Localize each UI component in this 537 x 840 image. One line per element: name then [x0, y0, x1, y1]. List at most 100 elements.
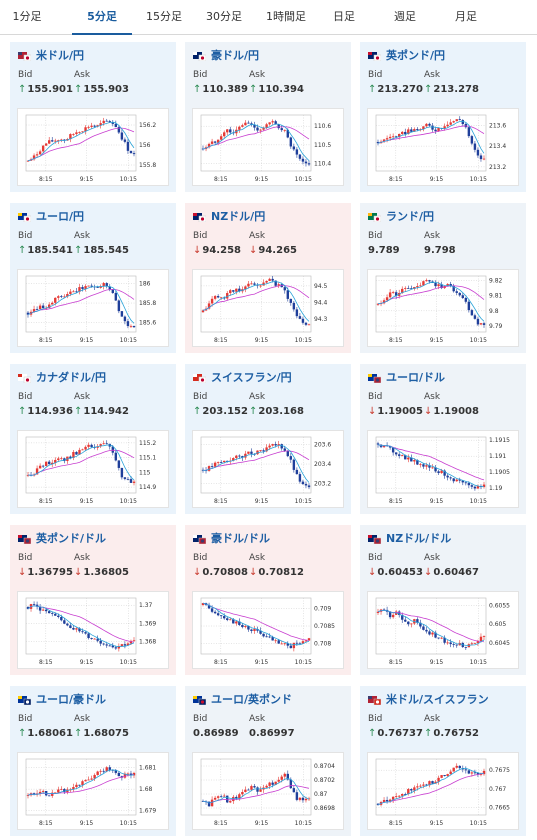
pair-link[interactable]: 英ポンド/円	[368, 48, 445, 62]
candle-body	[117, 460, 121, 468]
candle-body	[54, 140, 57, 142]
candle-body	[382, 139, 386, 142]
tab-7[interactable]: 週足	[394, 10, 416, 23]
y-tick-label: 1.191	[489, 453, 506, 460]
mini-candlestick-chart[interactable]: 156.2 156 155.8 8:15 9:15 10:15	[17, 108, 169, 186]
mini-candlestick-chart[interactable]: 9.82 9.81 9.8 9.79 8:15 9:15 10:15	[367, 269, 519, 347]
mini-candlestick-chart[interactable]: 115.2 115.1 115 114.9 8:15 9:15 10:15	[17, 430, 169, 508]
arrow-up-icon: ↑	[74, 728, 83, 739]
tab-4[interactable]: 30分足	[206, 10, 242, 23]
mini-candlestick-chart[interactable]: 1.681 1.68 1.679 8:15 9:15 10:15	[17, 752, 169, 830]
mini-candlestick-chart[interactable]: 213.6 213.4 213.2 8:15 9:15 10:15	[367, 108, 519, 186]
arrow-up-icon: ↑	[74, 84, 83, 95]
x-tick-label: 10:15	[295, 820, 312, 827]
tab-3[interactable]: 15分足	[146, 10, 182, 23]
pair-name: ユーロ/円	[36, 210, 85, 223]
pair-link[interactable]: 英ポンド/ドル	[18, 531, 106, 545]
candle-body	[307, 163, 311, 165]
plot-frame	[200, 275, 312, 333]
ask-value-text: 0.86997	[249, 728, 295, 739]
x-tick-label: 10:15	[295, 659, 312, 666]
x-tick-label: 8:15	[389, 659, 403, 666]
pair-link[interactable]: 米ドル/円	[18, 48, 84, 62]
candle-body	[253, 786, 256, 788]
pair-link[interactable]: カナダドル/円	[18, 370, 106, 384]
mini-candlestick-chart[interactable]: 0.709 0.7085 0.708 8:15 9:15 10:15	[192, 591, 344, 669]
candle-body	[274, 444, 277, 446]
tab-2[interactable]: 5分足	[72, 0, 132, 35]
candle-body	[75, 784, 78, 787]
pair-link[interactable]: ランド/円	[368, 209, 434, 223]
ask-label: Ask	[424, 714, 441, 724]
candle-body	[48, 461, 51, 465]
bid-label: Bid	[368, 714, 383, 724]
candle-body	[277, 124, 280, 129]
candle-body	[111, 122, 114, 124]
tab-5[interactable]: 1時間足	[266, 10, 306, 23]
chart-svg: 110.6 110.5 110.4 8:15 9:15 10:15	[200, 114, 331, 183]
candle-body	[78, 287, 81, 292]
x-tick-label: 8:15	[389, 176, 403, 183]
pair-link[interactable]: ユーロ/円	[18, 209, 84, 223]
pair-link[interactable]: ユーロ/ドル	[368, 370, 445, 384]
ask-value: 0.86997	[249, 728, 295, 739]
candle-body	[407, 129, 410, 135]
candle-body	[283, 448, 286, 451]
x-tick-label: 9:15	[80, 498, 94, 505]
moving-average-short	[27, 121, 135, 162]
candle-body	[114, 770, 118, 773]
pair-link[interactable]: NZドル/ドル	[368, 531, 451, 545]
candle-body	[244, 626, 247, 628]
pair-link[interactable]: NZドル/円	[193, 209, 265, 223]
pair-link[interactable]: 豪ドル/円	[193, 48, 259, 62]
tab-8[interactable]: 月足	[455, 10, 477, 23]
y-tick-label: 203.6	[314, 442, 331, 449]
arrow-down-icon: ↓	[368, 567, 377, 578]
tab-6[interactable]: 日足	[333, 10, 355, 23]
x-tick-label: 9:15	[255, 176, 269, 183]
pair-link[interactable]: ユーロ/豪ドル	[18, 692, 106, 706]
candle-body	[262, 633, 265, 637]
mini-candlestick-chart[interactable]: 0.6055 0.605 0.6045 8:15 9:15 10:15	[367, 591, 519, 669]
candle-body	[35, 154, 39, 156]
pair-name: ユーロ/豪ドル	[36, 693, 107, 706]
candle-body	[280, 128, 283, 131]
candle-body	[123, 139, 127, 142]
candle-body	[213, 462, 217, 467]
candle-body	[114, 452, 118, 461]
pair-link[interactable]: 米ドル/スイスフラン	[368, 692, 489, 706]
mini-candlestick-chart[interactable]: 1.37 1.369 1.368 8:15 9:15 10:15	[17, 591, 169, 669]
candle-body	[41, 790, 45, 792]
candle-body	[404, 619, 407, 622]
pair-link[interactable]: スイスフラン/円	[193, 370, 292, 384]
mini-candlestick-chart[interactable]: 0.7675 0.767 0.7665 8:15 9:15 10:15	[367, 752, 519, 830]
candle-body	[253, 124, 256, 128]
mini-candlestick-chart[interactable]: 203.6 203.4 203.2 8:15 9:15 10:15	[192, 430, 344, 508]
candle-body	[213, 611, 217, 614]
pair-name: 米ドル/円	[36, 49, 85, 62]
tab-1[interactable]: 1分足	[12, 10, 42, 23]
pair-link[interactable]: ユーロ/英ポンド	[193, 692, 292, 706]
bid-value: ↓1.19005	[368, 406, 423, 417]
candle-body	[265, 447, 268, 452]
candle-body	[458, 479, 461, 481]
candle-body	[428, 280, 431, 282]
mini-candlestick-chart[interactable]: 0.8704 0.8702 0.87 0.8698 8:15 9:15 10:15	[192, 752, 344, 830]
candle-body	[292, 146, 296, 150]
y-tick-label: 115.1	[139, 455, 156, 462]
pair-link[interactable]: 豪ドル/ドル	[193, 531, 270, 545]
candle-body	[90, 285, 93, 287]
us-ch-flag-icon	[368, 695, 382, 705]
mini-candlestick-chart[interactable]: 186 185.8 185.6 8:15 9:15 10:15	[17, 269, 169, 347]
mini-candlestick-chart[interactable]: 94.5 94.4 94.3 8:15 9:15 10:15	[192, 269, 344, 347]
arrow-up-icon: ↑	[74, 406, 83, 417]
y-tick-label: 0.708	[314, 641, 331, 648]
candle-body	[410, 789, 413, 791]
candle-body	[431, 781, 434, 784]
y-tick-label: 9.82	[489, 278, 503, 285]
mini-candlestick-chart[interactable]: 1.1915 1.191 1.1905 1.19 8:15 9:15 10:15	[367, 430, 519, 508]
candle-body	[247, 789, 250, 791]
mini-candlestick-chart[interactable]: 110.6 110.5 110.4 8:15 9:15 10:15	[192, 108, 344, 186]
arrow-up-icon: ↑	[424, 84, 433, 95]
candle-body	[210, 608, 214, 612]
